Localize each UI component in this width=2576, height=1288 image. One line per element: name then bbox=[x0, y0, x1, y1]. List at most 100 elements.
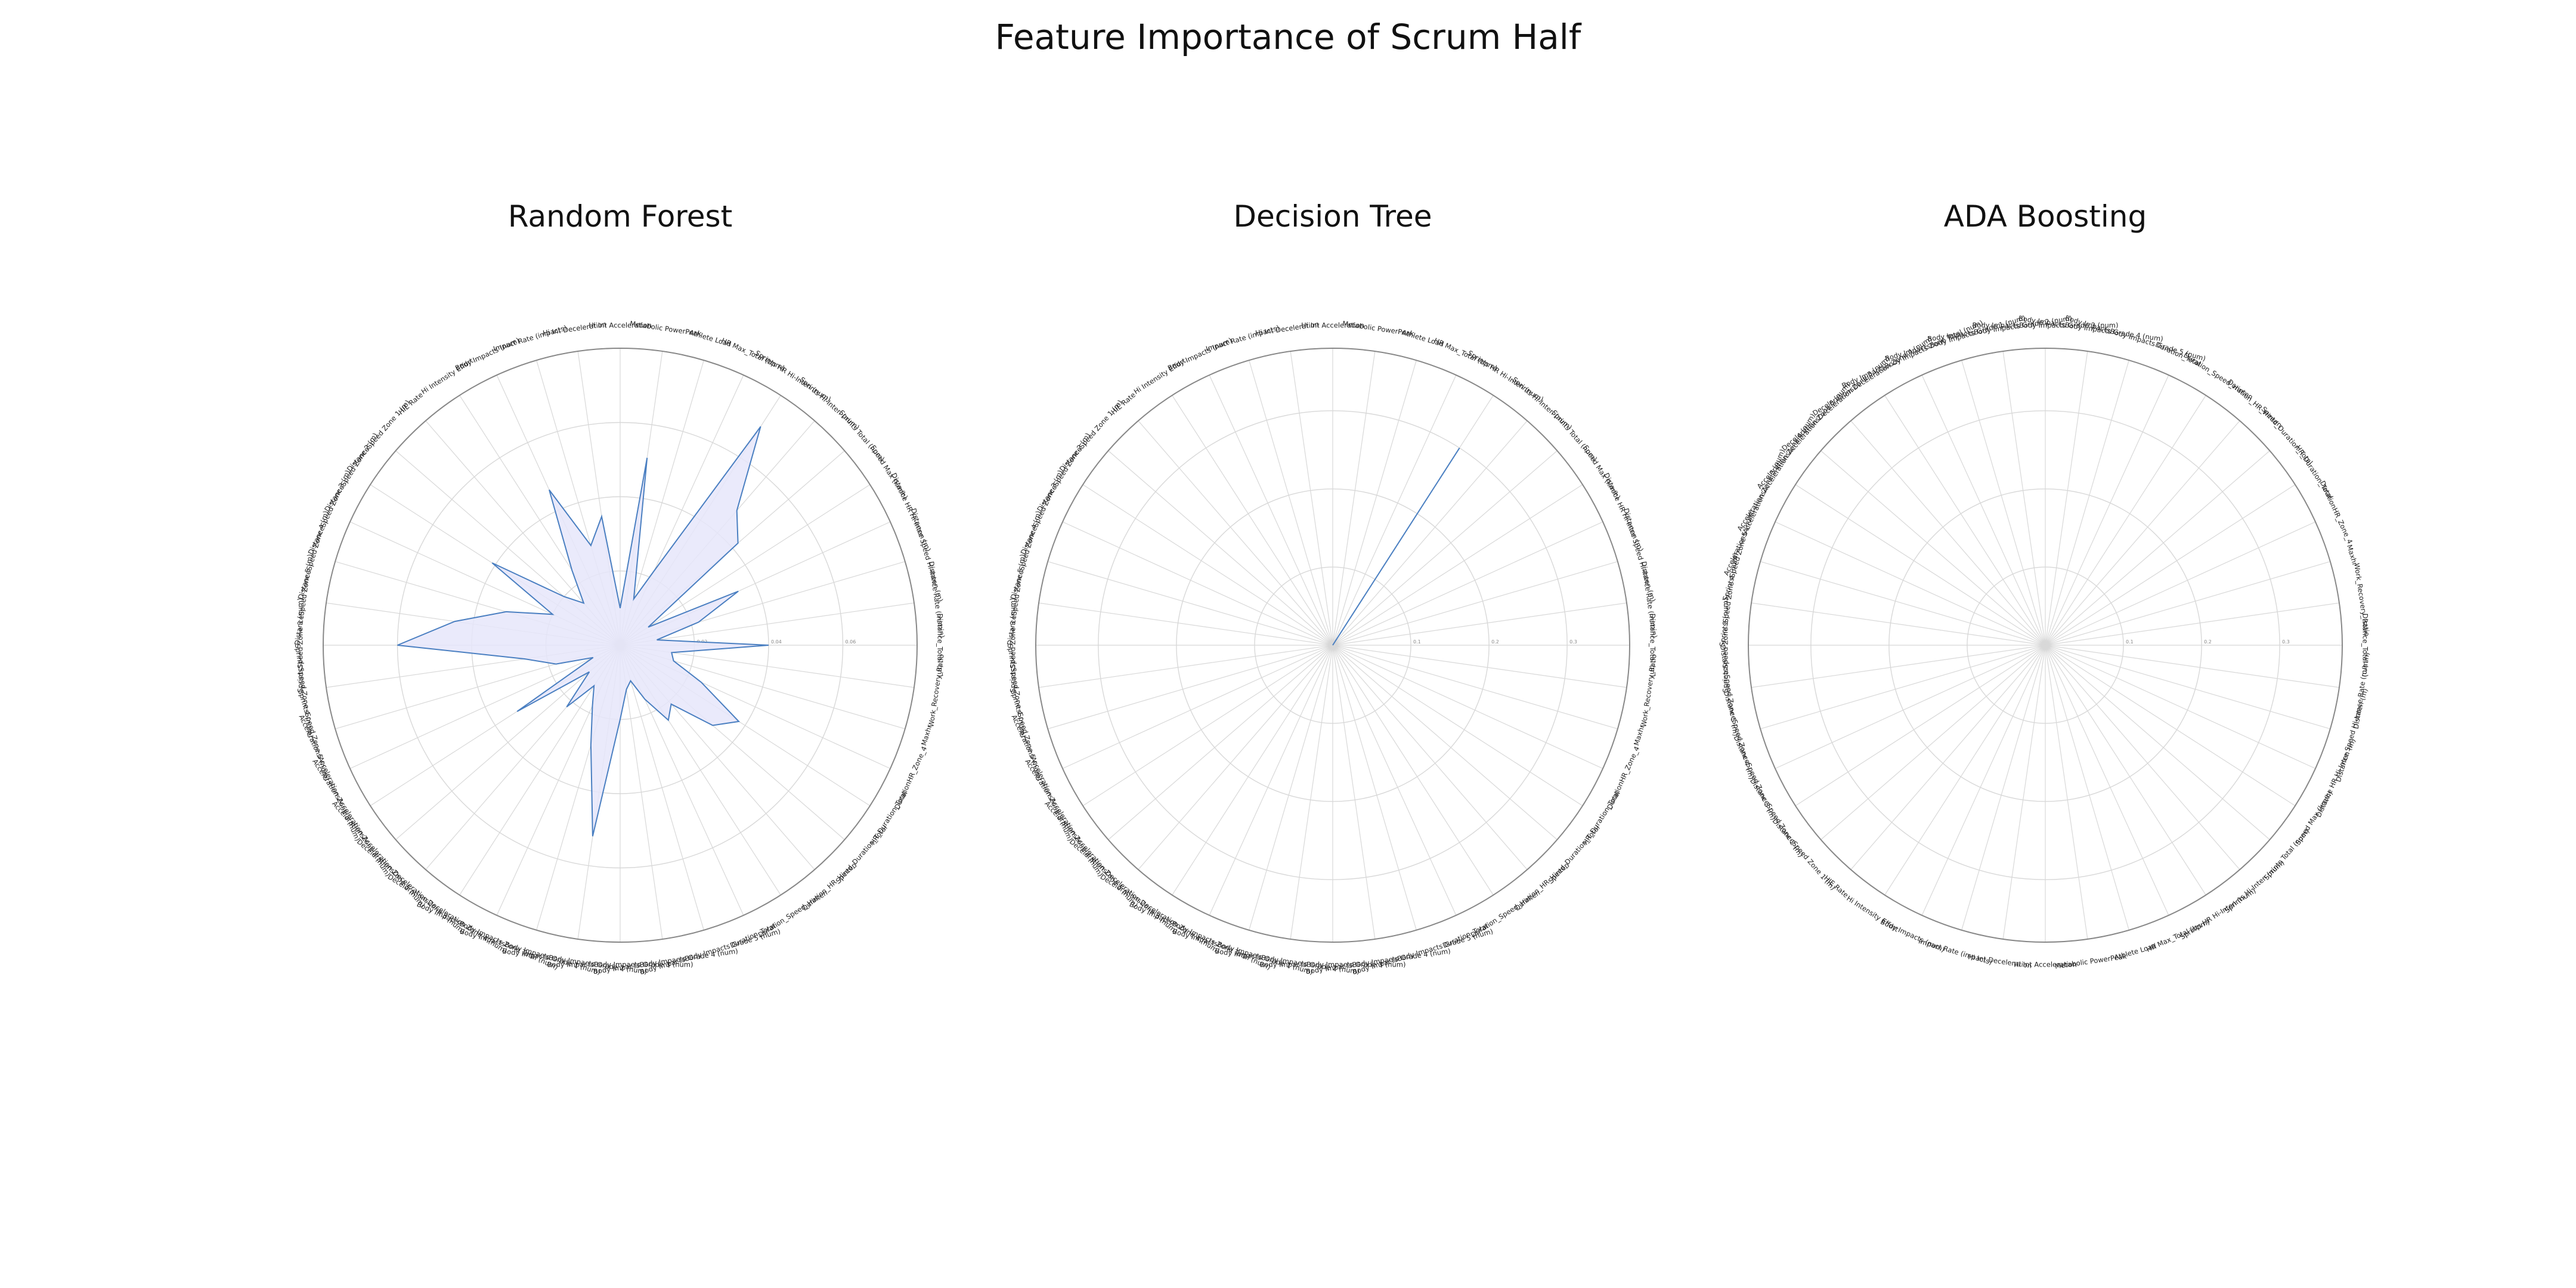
category-label: Hi Int Acceleration bbox=[1301, 321, 1364, 330]
spoke-line bbox=[1760, 561, 2046, 646]
category-label: Distance_Total (m) bbox=[1649, 614, 1657, 677]
spoke-line bbox=[1332, 561, 1618, 646]
radial-tick-label: 0.04 bbox=[771, 639, 782, 645]
spoke-line bbox=[1108, 450, 1333, 646]
spoke-line bbox=[2045, 645, 2296, 806]
category-label: Distance Speed Hi-Inten (m) bbox=[2334, 688, 2369, 783]
category-label: SprintsSpeed Zone 3 (num) bbox=[1722, 598, 1730, 693]
spoke-line bbox=[1332, 484, 1583, 646]
spoke-line bbox=[1332, 645, 1558, 840]
spoke-line bbox=[1775, 645, 2046, 769]
spoke-line bbox=[1332, 374, 1457, 646]
category-label: Hi Int Acceleration bbox=[2014, 961, 2077, 969]
spoke-line bbox=[1775, 521, 2046, 646]
spoke-line bbox=[1921, 645, 2046, 916]
radar-subplot-2: Decision Tree 0.1 0.2 0.3 Distance_Total (m)… bbox=[1005, 199, 1659, 976]
spoke-line bbox=[1332, 360, 1417, 646]
spoke-line bbox=[1332, 645, 1583, 806]
spoke-line bbox=[2045, 645, 2330, 729]
grid-circle bbox=[1810, 410, 2280, 880]
subplot-title: Decision Tree bbox=[1234, 199, 1432, 234]
figure-title: Feature Importance of Scrum Half bbox=[995, 17, 1581, 57]
spoke-line bbox=[2045, 374, 2169, 646]
category-label: Distance_Total (m) bbox=[2361, 614, 2370, 677]
radial-tick-label: 0.3 bbox=[2282, 639, 2290, 645]
category-label: Work_Recovery_Ratio bbox=[927, 654, 945, 727]
category-label: Hi Intensity Effort bbox=[420, 356, 475, 395]
radial-tick-label: 0.2 bbox=[2204, 639, 2212, 645]
spoke-line bbox=[2045, 645, 2129, 930]
category-label: DurationHR_Zone_4 bbox=[893, 745, 928, 810]
grid-circle bbox=[1888, 488, 2202, 802]
category-label: Body ImpactsBody Impacts Grade 3 (num) bbox=[1260, 961, 1406, 969]
spoke-line bbox=[2045, 645, 2169, 916]
category-label: Body ImpactsBody Impacts Grade 3 (num) bbox=[1973, 321, 2119, 330]
spoke-line bbox=[1332, 450, 1558, 646]
category-label: Body ImpactsBody Impacts Grade 3 (num) bbox=[547, 961, 693, 969]
spoke-line bbox=[1751, 602, 2046, 646]
spoke-line bbox=[1751, 645, 2046, 688]
category-label: SprintsSpeed Zone 3 (num) bbox=[296, 598, 305, 693]
spoke-line bbox=[1249, 645, 1333, 930]
category-label: DurationHR_Zone_4 bbox=[1605, 745, 1641, 810]
spoke-line bbox=[1209, 374, 1333, 646]
spoke-line bbox=[2045, 645, 2206, 896]
spoke-line bbox=[1172, 645, 1333, 896]
spoke-line bbox=[2045, 645, 2088, 940]
category-label: Work_Recovery_Ratio bbox=[2352, 563, 2371, 637]
spoke-line bbox=[1884, 395, 2046, 646]
spoke-line bbox=[1332, 645, 1494, 896]
spoke-line bbox=[2045, 645, 2240, 870]
radar-subplot-3: ADA Boosting 0.1 0.2 0.3 Distance_Total (m)W… bbox=[1718, 199, 2371, 971]
radial-tick-label: 0.3 bbox=[1569, 639, 1577, 645]
spoke-line bbox=[1082, 645, 1333, 806]
radar-subplot-1: Random Forest0.020.040.06Distance_Total … bbox=[293, 199, 946, 976]
spoke-line bbox=[1038, 645, 1333, 688]
series-area bbox=[397, 426, 769, 837]
category-label: Distance_Total (m) bbox=[936, 614, 945, 677]
spoke-line bbox=[2045, 521, 2316, 646]
spoke-line bbox=[1850, 420, 2046, 646]
spoke-line bbox=[1209, 645, 1333, 916]
spoke-line bbox=[1082, 484, 1333, 646]
category-label: Work_Recovery_Ratio bbox=[1639, 654, 1658, 727]
spoke-line bbox=[1138, 420, 1333, 646]
spoke-line bbox=[1249, 360, 1333, 646]
spoke-line bbox=[1820, 645, 2046, 840]
series-area bbox=[1332, 447, 1460, 646]
subplot-title: Random Forest bbox=[508, 199, 732, 234]
spoke-line bbox=[2045, 484, 2296, 646]
spoke-line bbox=[1038, 602, 1333, 646]
radial-tick-label: 0.2 bbox=[1491, 639, 1499, 645]
spoke-line bbox=[2045, 645, 2270, 840]
subplot-title: ADA Boosting bbox=[1944, 199, 2147, 234]
spoke-line bbox=[1048, 645, 1333, 729]
category-label: Maxhr bbox=[2345, 544, 2360, 567]
spoke-line bbox=[1062, 521, 1333, 646]
outer-ring bbox=[323, 348, 918, 943]
spoke-line bbox=[2045, 395, 2206, 646]
spoke-line bbox=[1850, 645, 2046, 870]
spoke-line bbox=[1795, 645, 2046, 806]
radial-tick-label: 0.1 bbox=[2126, 639, 2134, 645]
spoke-line bbox=[1332, 645, 1528, 870]
grid-circle bbox=[1967, 566, 2124, 724]
spoke-line bbox=[2045, 351, 2088, 646]
grid-circle bbox=[1176, 488, 1490, 802]
spoke-line bbox=[1138, 645, 1333, 870]
spoke-line bbox=[1884, 645, 2046, 896]
spoke-line bbox=[1961, 360, 2046, 646]
spoke-line bbox=[2045, 645, 2340, 688]
spoke-line bbox=[1332, 645, 1603, 769]
spoke-line bbox=[2002, 351, 2046, 646]
spoke-line bbox=[2045, 645, 2316, 769]
spoke-line bbox=[1332, 645, 1627, 688]
spoke-line bbox=[1332, 645, 1618, 729]
spoke-line bbox=[1290, 351, 1333, 646]
spoke-line bbox=[2045, 360, 2129, 646]
radial-tick-label: 0.1 bbox=[1413, 639, 1421, 645]
category-label: Hi Int Acceleration bbox=[589, 321, 652, 330]
spoke-line bbox=[1820, 450, 2046, 646]
outer-ring bbox=[1035, 348, 1630, 943]
